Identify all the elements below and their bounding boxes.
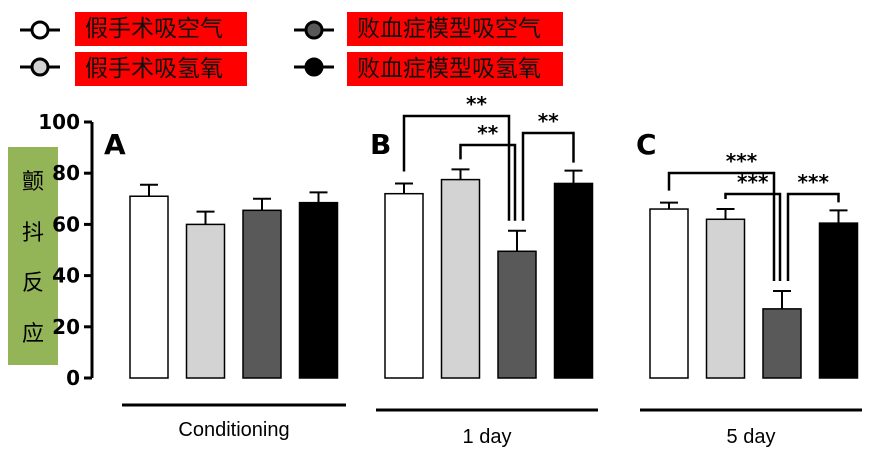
sig-bracket-B-3 xyxy=(521,131,575,221)
sig-label-C-2: *** xyxy=(737,170,769,194)
bar-A-3 xyxy=(242,209,282,379)
sig-label-B-3: ** xyxy=(538,109,559,133)
sig-bracket-C-2 xyxy=(724,192,782,281)
panel-letter-B: B xyxy=(370,128,391,161)
sig-bracket-B-2 xyxy=(459,143,517,221)
y-axis-label-char-2: 抖 xyxy=(21,220,44,246)
legend-label-3: 假手术吸氢氧 xyxy=(75,52,247,86)
sig-bracket-B-1 xyxy=(402,114,511,221)
y-tick-label-80: 80 xyxy=(52,161,80,185)
legend-label-4: 败血症模型吸氢氧 xyxy=(347,52,563,86)
legend-marker-2 xyxy=(294,20,334,40)
legend-marker-3 xyxy=(20,57,60,77)
sig-bracket-C-3 xyxy=(786,192,840,281)
group-label-C: 5 day xyxy=(727,426,776,448)
y-axis-label-char-3: 反 xyxy=(21,271,44,297)
group-label-B: 1 day xyxy=(463,426,512,448)
bar-A-1 xyxy=(129,195,169,379)
y-axis-label: 颤 抖 反 应 xyxy=(8,147,58,365)
legend-marker-1 xyxy=(20,20,60,40)
bar-C-4 xyxy=(818,222,859,379)
legend-label-2: 败血症模型吸空气 xyxy=(347,12,563,46)
y-axis-label-char-4: 应 xyxy=(21,321,44,347)
panel-letter-C: C xyxy=(636,128,657,161)
sig-bracket-C-1 xyxy=(667,171,776,281)
y-tick-label-0: 0 xyxy=(66,366,80,390)
bar-B-4 xyxy=(553,182,594,379)
bar-B-2 xyxy=(440,178,481,379)
bar-A-2 xyxy=(185,223,226,379)
legend-marker-4 xyxy=(294,57,334,77)
sig-label-B-2: ** xyxy=(477,121,498,145)
bar-B-3 xyxy=(497,250,537,379)
bar-C-2 xyxy=(705,218,746,379)
sig-label-C-3: *** xyxy=(798,170,830,194)
sig-label-B-1: ** xyxy=(466,92,487,116)
bar-A-4 xyxy=(298,201,339,379)
y-tick-label-60: 60 xyxy=(52,212,80,236)
bar-C-3 xyxy=(762,308,802,379)
y-tick-label-40: 40 xyxy=(52,264,80,288)
legend-label-1: 假手术吸空气 xyxy=(75,12,247,46)
bar-C-1 xyxy=(649,208,689,379)
sig-label-C-1: *** xyxy=(726,149,758,173)
panel-letter-A: A xyxy=(104,128,126,161)
group-label-A: Conditioning xyxy=(178,419,289,441)
bar-B-1 xyxy=(384,192,424,379)
y-tick-label-20: 20 xyxy=(52,315,80,339)
y-tick-label-100: 100 xyxy=(38,110,80,134)
y-axis-label-char-1: 颤 xyxy=(21,170,44,196)
